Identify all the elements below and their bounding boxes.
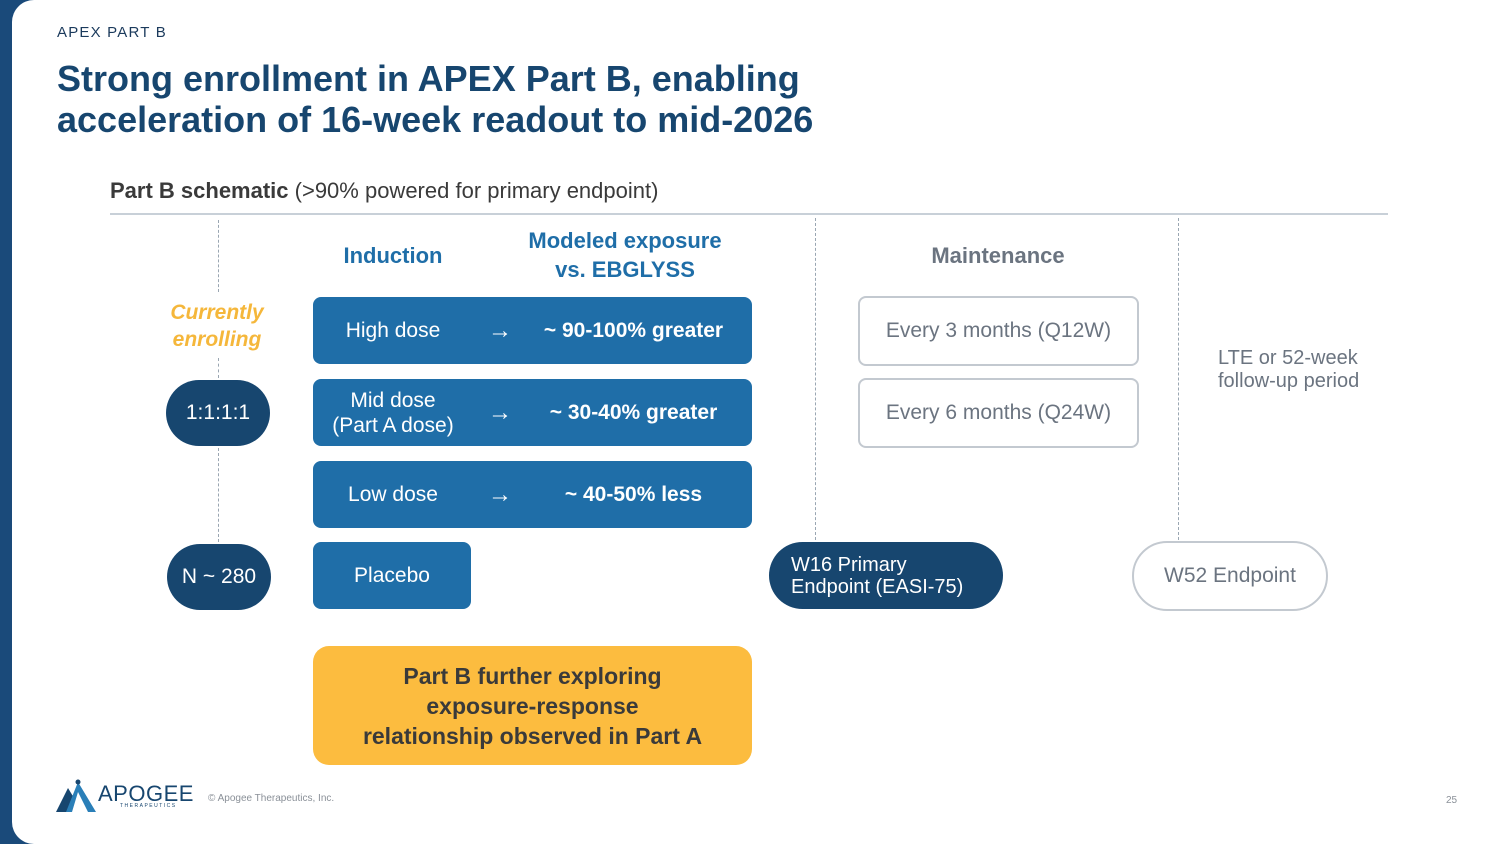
w16-endpoint-line-1: W16 Primary [791,553,907,576]
maintenance-q12w: Every 3 months (Q12W) [858,296,1139,366]
arm-exposure-label: ~ 30-40% greater [549,400,718,424]
dashed-line [1178,218,1179,540]
callout-line-1: Part B further exploring [403,662,662,689]
dashed-line [218,220,219,292]
page-title: Strong enrollment in APEX Part B, enabli… [57,58,957,140]
lte-label-line-2: follow-up period [1218,370,1360,392]
w16-endpoint-pill: W16 Primary Endpoint (EASI-75) [769,542,1003,609]
ratio-pill: 1:1:1:1 [166,380,270,446]
schematic-heading: Part B schematic (>90% powered for prima… [110,178,658,204]
exposure-header-line-2: vs. EBGLYSS [555,257,695,282]
slide: APEX PART B Strong enrollment in APEX Pa… [12,0,1500,844]
arm-dose-label: Low dose [348,483,438,506]
arrow-right-icon: → [488,480,512,508]
title-line-1: Strong enrollment in APEX Part B, enabli… [57,58,800,99]
lte-label-line-1: LTE or 52-week [1218,347,1358,369]
w16-endpoint-line-2: Endpoint (EASI-75) [791,575,964,598]
exposure-header-line-1: Modeled exposure [528,228,722,253]
arm-placebo: Placebo [313,542,471,609]
page-number: 25 [1446,795,1458,806]
schematic-heading-rest: (>90% powered for primary endpoint) [288,178,659,203]
callout-box: Part B further exploring exposure-respon… [313,646,752,765]
lte-label: LTE or 52-week follow-up period [1218,347,1359,393]
arm-dose-label: Mid dose (Part A dose) [313,379,473,446]
divider [110,213,1388,215]
maintenance-header: Maintenance [931,243,1065,268]
sample-size-pill: N ~ 280 [167,544,271,610]
arm-high-dose: High dose → ~ 90-100% greater [313,297,752,364]
arrow-right-icon: → [488,316,512,344]
dashed-line [218,448,219,542]
logo-subtext: THERAPEUTICS [120,803,177,809]
arm-dose-label-line-2: (Part A dose) [332,413,454,437]
arm-dose-label: High dose [345,319,441,342]
induction-header: Induction [343,243,443,268]
dashed-line [815,218,816,540]
arrow-right-icon: → [488,398,512,426]
section-label: APEX PART B [57,24,167,41]
title-line-2: acceleration of 16-week readout to mid-2… [57,99,814,140]
callout-line-3: relationship observed in Part A [362,722,703,749]
callout-line-2: exposure-response [426,692,639,719]
arm-dose-label: Placebo [354,564,430,587]
arm-dose-label-line-1: Mid dose [350,388,436,412]
enrollment-status-line-1: Currently [170,301,264,324]
arm-exposure-label: ~ 40-50% less [564,482,703,506]
arm-low-dose: Low dose → ~ 40-50% less [313,461,752,528]
w52-endpoint-pill: W52 Endpoint [1132,541,1328,611]
schematic-heading-bold: Part B schematic [110,178,289,203]
enrollment-status: Currently enrolling [152,299,282,353]
arm-exposure-label: ~ 90-100% greater [543,318,724,342]
enrollment-status-line-2: enrolling [172,328,262,351]
apogee-logo-icon [56,779,96,812]
logo-text: APOGEE [98,781,194,806]
copyright: © Apogee Therapeutics, Inc. [208,793,335,804]
exposure-header: Modeled exposure vs. EBGLYSS [495,226,755,284]
maintenance-q24w: Every 6 months (Q24W) [858,378,1139,448]
dashed-line [218,358,219,378]
arm-mid-dose: Mid dose (Part A dose) → ~ 30-40% greate… [313,379,752,446]
